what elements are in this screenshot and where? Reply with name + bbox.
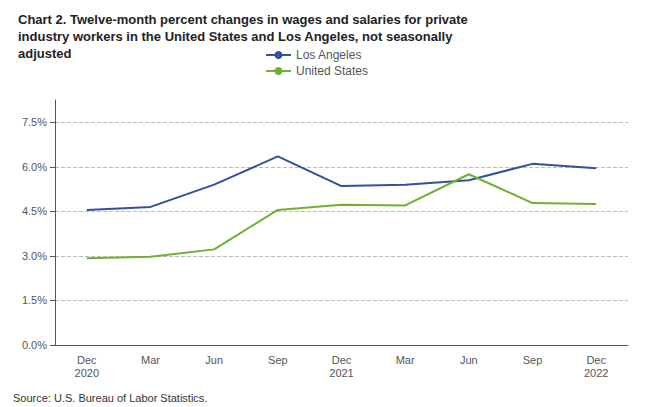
svg-text:Dec: Dec xyxy=(332,354,352,366)
svg-text:adjusted: adjusted xyxy=(18,46,72,61)
svg-text:Los Angeles: Los Angeles xyxy=(296,48,361,62)
svg-text:Sep: Sep xyxy=(523,354,543,366)
svg-text:Jun: Jun xyxy=(205,354,223,366)
svg-text:2022: 2022 xyxy=(584,367,608,379)
svg-text:6.0%: 6.0% xyxy=(22,161,47,173)
svg-text:1.5%: 1.5% xyxy=(22,294,47,306)
svg-text:7.5%: 7.5% xyxy=(22,116,47,128)
svg-text:Jun: Jun xyxy=(460,354,478,366)
svg-text:Dec: Dec xyxy=(77,354,97,366)
svg-text:Source: U.S. Bureau of Labor S: Source: U.S. Bureau of Labor Statistics. xyxy=(13,392,207,404)
svg-text:United States: United States xyxy=(296,64,368,78)
svg-text:2021: 2021 xyxy=(329,367,353,379)
svg-text:Chart 2. Twelve-month percent: Chart 2. Twelve-month percent changes in… xyxy=(18,12,468,27)
svg-text:Sep: Sep xyxy=(268,354,288,366)
svg-text:0.0%: 0.0% xyxy=(22,339,47,351)
svg-text:4.5%: 4.5% xyxy=(22,205,47,217)
svg-text:industry workers in the United: industry workers in the United States an… xyxy=(18,29,453,44)
svg-text:Mar: Mar xyxy=(396,354,415,366)
svg-text:2020: 2020 xyxy=(75,367,99,379)
svg-text:Mar: Mar xyxy=(141,354,160,366)
svg-text:Dec: Dec xyxy=(586,354,606,366)
svg-text:3.0%: 3.0% xyxy=(22,250,47,262)
